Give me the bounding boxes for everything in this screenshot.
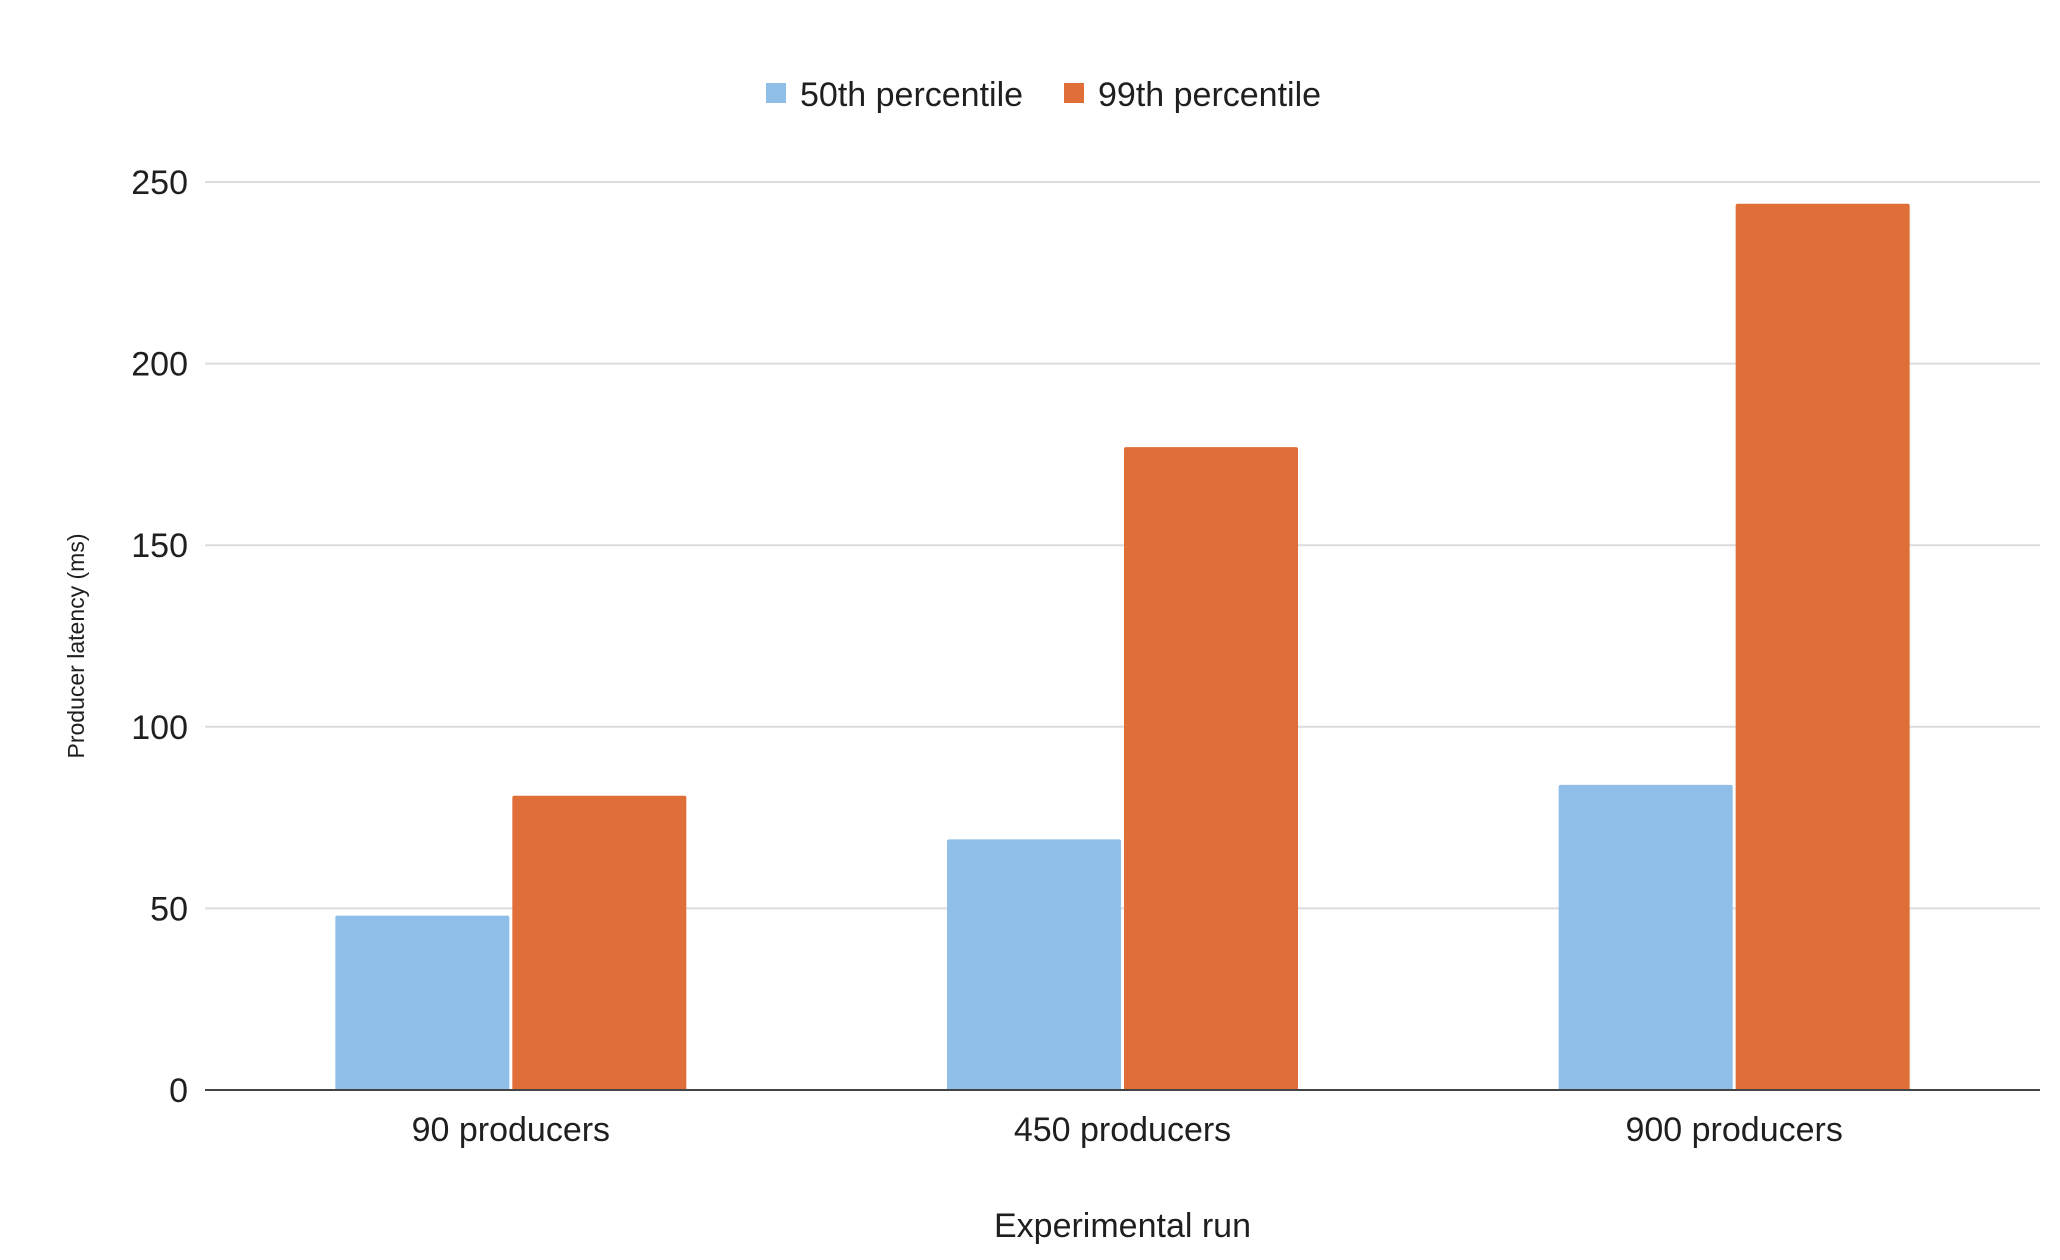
bar-p50-3 [1558,784,1733,1090]
bar-p50-1 [335,915,510,1090]
bars [335,203,1910,1091]
x-tick-label: 90 producers [412,1111,610,1149]
y-axis-title: Producer latency (ms) [63,534,89,759]
legend-label-p50: 50th percentile [800,76,1023,114]
y-axis-ticks: 0 50 100 150 200 250 [131,164,188,1110]
bar-p50-2 [947,839,1121,1090]
gridlines [205,181,2040,910]
y-tick-label: 250 [131,164,188,202]
bar-p99-1 [512,795,687,1090]
x-tick-label: 900 producers [1625,1111,1842,1149]
bar-p99-3 [1735,203,1910,1091]
x-tick-label: 450 producers [1014,1111,1231,1149]
legend-swatch-p50 [766,83,786,103]
legend: 50th percentile 99th percentile [766,76,1321,114]
y-tick-label: 200 [131,346,188,384]
legend-label-p99: 99th percentile [1098,76,1321,114]
bar-p99-2 [1124,447,1298,1090]
x-axis-ticks: 90 producers 450 producers 900 producers [412,1111,1843,1149]
legend-swatch-p99 [1064,83,1084,103]
x-axis-title: Experimental run [994,1207,1251,1245]
y-tick-label: 0 [169,1072,188,1110]
y-tick-label: 150 [131,527,188,565]
y-tick-label: 100 [131,709,188,747]
y-tick-label: 50 [150,890,188,928]
